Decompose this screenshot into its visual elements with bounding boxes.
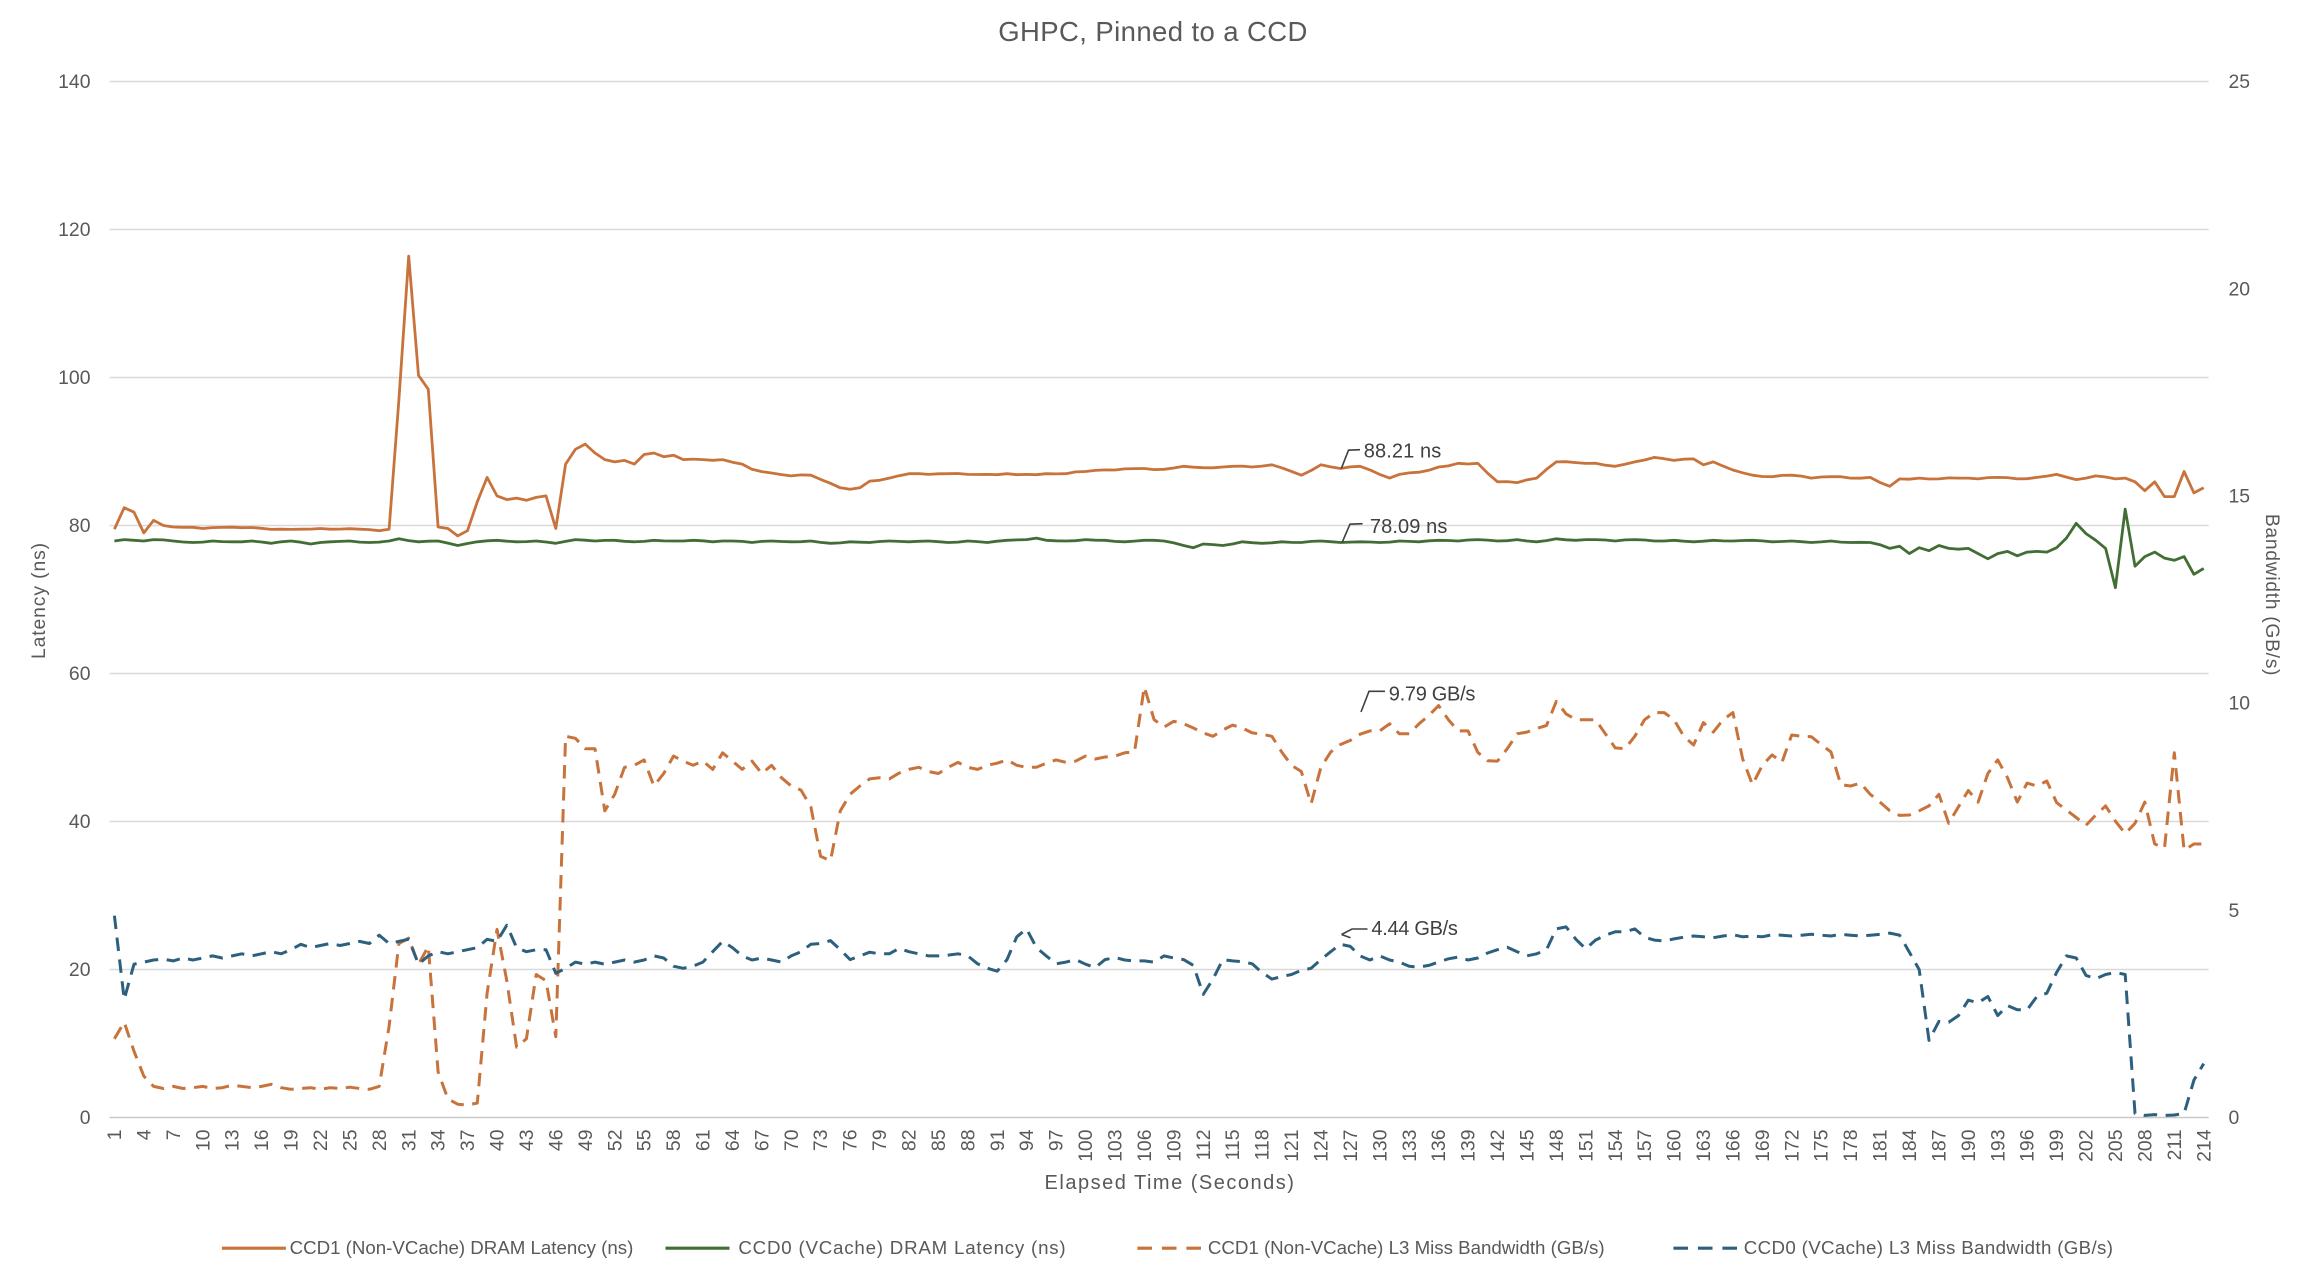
svg-text:37: 37	[457, 1130, 479, 1152]
svg-text:15: 15	[2229, 486, 2251, 508]
svg-text:13: 13	[222, 1130, 244, 1152]
svg-text:211: 211	[2164, 1130, 2186, 1161]
svg-text:4: 4	[133, 1129, 155, 1140]
svg-text:151: 151	[1575, 1130, 1597, 1162]
svg-text:73: 73	[810, 1130, 832, 1152]
svg-text:112: 112	[1193, 1130, 1215, 1161]
svg-text:97: 97	[1046, 1130, 1068, 1152]
svg-text:120: 120	[58, 219, 91, 241]
svg-text:28: 28	[369, 1130, 391, 1152]
svg-text:187: 187	[1929, 1130, 1951, 1162]
svg-text:34: 34	[428, 1129, 450, 1151]
svg-text:124: 124	[1311, 1129, 1333, 1162]
svg-text:127: 127	[1340, 1130, 1362, 1162]
svg-text:0: 0	[80, 1107, 91, 1129]
svg-text:139: 139	[1458, 1130, 1480, 1162]
svg-text:91: 91	[987, 1130, 1009, 1152]
svg-text:202: 202	[2076, 1130, 2098, 1162]
svg-text:103: 103	[1105, 1130, 1127, 1162]
svg-text:214: 214	[2193, 1129, 2215, 1162]
svg-text:52: 52	[604, 1130, 626, 1152]
svg-text:100: 100	[58, 367, 91, 389]
svg-text:10: 10	[192, 1129, 214, 1151]
svg-text:CCD1 (Non-VCache) L3 Miss Band: CCD1 (Non-VCache) L3 Miss Bandwidth (GB/…	[1208, 1237, 1605, 1258]
svg-text:76: 76	[840, 1130, 862, 1152]
svg-text:49: 49	[575, 1130, 597, 1152]
svg-text:133: 133	[1399, 1130, 1421, 1162]
svg-text:40: 40	[487, 1129, 509, 1151]
svg-text:Bandwidth (GB/s): Bandwidth (GB/s)	[2261, 514, 2282, 676]
svg-text:46: 46	[545, 1130, 567, 1152]
svg-text:136: 136	[1428, 1130, 1450, 1162]
svg-text:208: 208	[2134, 1130, 2156, 1162]
svg-text:166: 166	[1723, 1130, 1745, 1162]
svg-text:115: 115	[1222, 1130, 1244, 1161]
svg-text:79: 79	[869, 1130, 891, 1152]
svg-text:169: 169	[1752, 1130, 1774, 1162]
svg-text:Elapsed Time (Seconds): Elapsed Time (Seconds)	[1045, 1172, 1296, 1194]
svg-text:181: 181	[1870, 1130, 1892, 1162]
svg-text:154: 154	[1605, 1129, 1627, 1162]
svg-text:163: 163	[1693, 1130, 1715, 1162]
svg-text:109: 109	[1163, 1130, 1185, 1162]
svg-text:118: 118	[1252, 1130, 1274, 1161]
svg-text:58: 58	[663, 1130, 685, 1152]
svg-text:70: 70	[781, 1129, 803, 1151]
svg-text:CCD0 (VCache) L3 Miss Bandwidt: CCD0 (VCache) L3 Miss Bandwidth (GB/s)	[1744, 1237, 2114, 1258]
svg-text:61: 61	[693, 1130, 715, 1152]
svg-text:40: 40	[69, 811, 91, 833]
svg-text:67: 67	[751, 1130, 773, 1152]
svg-text:142: 142	[1487, 1130, 1509, 1162]
svg-text:20: 20	[69, 959, 91, 981]
svg-text:121: 121	[1281, 1130, 1303, 1162]
svg-text:64: 64	[722, 1129, 744, 1151]
svg-text:CCD1 (Non-VCache) DRAM Latency: CCD1 (Non-VCache) DRAM Latency (ns)	[290, 1237, 634, 1258]
svg-text:100: 100	[1075, 1129, 1097, 1162]
svg-text:160: 160	[1664, 1129, 1686, 1162]
svg-text:78.09 ns: 78.09 ns	[1370, 516, 1448, 538]
svg-text:190: 190	[1958, 1129, 1980, 1162]
svg-text:80: 80	[69, 515, 91, 537]
svg-text:16: 16	[251, 1130, 273, 1152]
svg-text:148: 148	[1546, 1130, 1568, 1162]
svg-text:178: 178	[1840, 1130, 1862, 1162]
svg-text:25: 25	[2229, 71, 2251, 93]
svg-text:9.79 GB/s: 9.79 GB/s	[1389, 684, 1476, 706]
svg-text:193: 193	[1987, 1130, 2009, 1162]
svg-text:94: 94	[1016, 1129, 1038, 1151]
svg-text:199: 199	[2046, 1130, 2068, 1162]
svg-text:31: 31	[398, 1130, 420, 1152]
svg-text:0: 0	[2229, 1107, 2240, 1129]
svg-text:CCD0 (VCache) DRAM Latency (ns: CCD0 (VCache) DRAM Latency (ns)	[738, 1237, 1066, 1258]
svg-text:85: 85	[928, 1130, 950, 1152]
svg-text:7: 7	[163, 1130, 185, 1141]
svg-text:175: 175	[1811, 1130, 1833, 1162]
svg-text:25: 25	[339, 1130, 361, 1152]
svg-text:1: 1	[104, 1130, 126, 1141]
svg-text:205: 205	[2105, 1130, 2127, 1162]
svg-text:4.44 GB/s: 4.44 GB/s	[1371, 918, 1458, 940]
svg-text:184: 184	[1899, 1129, 1921, 1162]
svg-text:140: 140	[58, 71, 91, 93]
svg-text:145: 145	[1517, 1130, 1539, 1162]
svg-text:5: 5	[2229, 900, 2240, 922]
svg-text:172: 172	[1781, 1130, 1803, 1162]
svg-text:10: 10	[2229, 693, 2251, 715]
svg-text:88.21 ns: 88.21 ns	[1364, 441, 1442, 463]
svg-text:43: 43	[516, 1130, 538, 1152]
svg-text:55: 55	[634, 1130, 656, 1152]
svg-text:106: 106	[1134, 1130, 1156, 1162]
svg-text:GHPC, Pinned to a CCD: GHPC, Pinned to a CCD	[998, 16, 1308, 47]
svg-text:20: 20	[2229, 278, 2251, 300]
svg-text:157: 157	[1634, 1130, 1656, 1162]
svg-text:60: 60	[69, 663, 91, 685]
svg-text:19: 19	[281, 1130, 303, 1152]
svg-text:130: 130	[1369, 1129, 1391, 1162]
svg-text:88: 88	[957, 1130, 979, 1152]
svg-text:196: 196	[2017, 1130, 2039, 1162]
svg-text:Latency (ns): Latency (ns)	[29, 542, 50, 659]
svg-text:22: 22	[310, 1130, 332, 1152]
svg-text:82: 82	[899, 1130, 921, 1152]
